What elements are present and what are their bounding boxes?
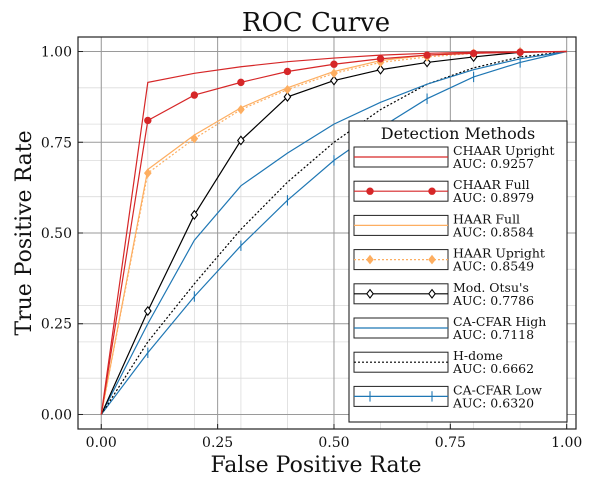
series-ca-cfar-high: [100, 50, 567, 415]
series-marker: [366, 187, 374, 195]
x-axis-label: False Positive Rate: [210, 453, 421, 478]
y-tick-label: 1.00: [41, 45, 72, 61]
legend-series-auc: AUC: 0.8549: [452, 259, 534, 274]
y-tick-label: 0.75: [41, 135, 72, 151]
x-tick-label: 0.00: [86, 435, 117, 451]
chart-title: ROC Curve: [242, 8, 390, 38]
series-marker: [143, 305, 152, 317]
series-marker: [376, 55, 385, 63]
series-marker: [330, 60, 338, 68]
series-marker: [376, 64, 385, 75]
legend-series-name: CHAAR Full: [453, 177, 530, 192]
series-marker: [330, 75, 338, 86]
series-marker: [428, 187, 436, 195]
x-tick-label: 1.00: [551, 435, 582, 451]
x-tick-label: 0.25: [202, 435, 233, 451]
series-marker: [366, 288, 374, 299]
series-chaar-upright: [100, 50, 567, 415]
legend-series-auc: AUC: 0.8979: [452, 190, 534, 205]
legend-series-auc: AUC: 0.7786: [452, 293, 534, 308]
legend-series-auc: AUC: 0.6320: [452, 395, 534, 410]
series-marker: [237, 135, 245, 146]
legend-series-name: CA-CFAR Low: [453, 382, 542, 397]
series-marker: [237, 78, 245, 87]
legend-series-auc: AUC: 0.7118: [452, 327, 534, 342]
series-marker: [428, 288, 436, 299]
axis-ticks: 0.00 0.25 0.50 0.75 1.00 0.00 0.25 0.50 0.75 1.00: [41, 45, 582, 451]
legend-series-name: Mod. Otsu's: [453, 280, 529, 295]
legend-series-auc: AUC: 0.8584: [452, 224, 534, 239]
legend-series-name: CA-CFAR High: [453, 314, 546, 329]
legend-title: Detection Methods: [381, 124, 535, 143]
legend-series-name: HAAR Full: [453, 211, 520, 226]
series-line: [100, 50, 567, 415]
series-marker: [190, 209, 199, 220]
series-marker: [190, 133, 199, 144]
y-tick-label: 0.00: [41, 407, 72, 423]
series-lines: [100, 47, 567, 415]
series-marker: [423, 57, 431, 68]
legend-series-auc: AUC: 0.6662: [452, 361, 534, 376]
x-tick-label: 0.50: [318, 435, 349, 451]
series-line: [100, 50, 567, 415]
series-marker: [366, 254, 374, 265]
series-marker: [469, 49, 478, 58]
series-marker: [428, 254, 436, 265]
legend-series-auc: AUC: 0.9257: [452, 156, 534, 171]
series-marker: [190, 91, 199, 99]
x-tick-label: 0.75: [435, 435, 466, 451]
y-axis-label: True Positive Rate: [12, 130, 37, 335]
series-marker: [143, 168, 152, 178]
series-marker: [283, 67, 292, 76]
series-marker: [144, 116, 152, 125]
legend-series-name: CHAAR Upright: [453, 143, 555, 158]
y-tick-label: 0.50: [41, 226, 72, 242]
series-line: [100, 50, 567, 415]
series-marker: [283, 91, 292, 102]
y-tick-label: 0.25: [41, 317, 72, 333]
legend-series-name: HAAR Upright: [453, 246, 545, 261]
legend-series-name: H-dome: [453, 348, 503, 363]
